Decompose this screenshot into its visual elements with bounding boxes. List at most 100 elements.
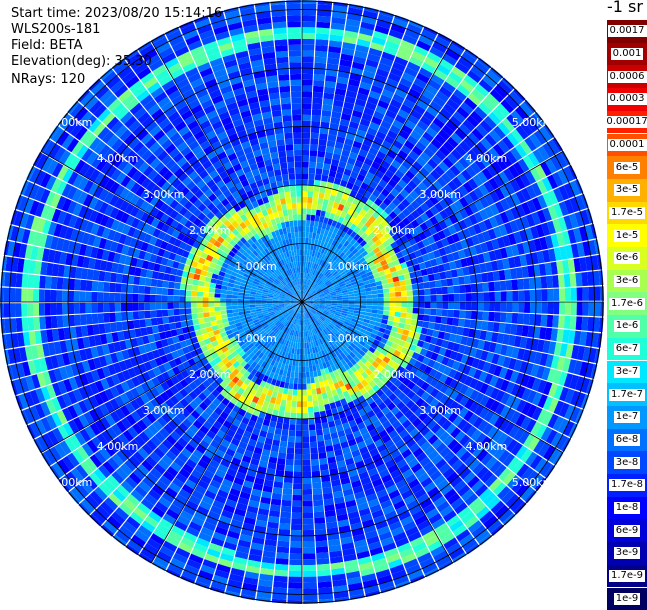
ppi-cell: [495, 292, 501, 302]
ppi-cell: [45, 276, 52, 289]
ppi-cell: [303, 524, 314, 530]
ppi-cell: [365, 0, 381, 8]
ppi-cell: [249, 297, 255, 300]
ppi-cell: [238, 302, 244, 305]
ppi-cell: [318, 198, 324, 205]
ppi-cell: [290, 418, 296, 424]
ppi-cell: [389, 287, 395, 292]
ppi-cell: [360, 292, 366, 296]
ppi-cell: [175, 276, 182, 283]
ppi-cell: [289, 565, 302, 571]
ppi-cell: [302, 27, 315, 33]
ppi-cell: [382, 591, 398, 601]
ppi-cell: [407, 302, 413, 307]
ppi-cell: [489, 302, 495, 311]
ppi-cell: [110, 273, 117, 283]
ppi-cell: [210, 283, 217, 288]
ppi-cell: [139, 319, 146, 327]
ppi-cell: [308, 401, 313, 407]
ppi-cell: [307, 384, 312, 390]
ppi-cell: [315, 51, 327, 58]
ppi-cell: [27, 303, 33, 316]
ppi-cell: [465, 311, 471, 319]
ppi-cell: [472, 302, 478, 311]
ppi-cell: [317, 204, 323, 211]
ppi-cell: [453, 286, 459, 294]
ppi-cell: [383, 288, 389, 293]
ppi-cell: [179, 303, 185, 309]
ppi-cell: [74, 303, 80, 314]
ppi-cell: [384, 302, 390, 306]
ppi-cell: [238, 305, 244, 308]
ppi-cell: [133, 285, 139, 293]
ppi-cell: [110, 322, 117, 332]
ppi-cell: [97, 303, 103, 313]
ppi-cell: [447, 286, 454, 294]
ppi-cell: [215, 284, 222, 289]
ppi-cell: [313, 192, 319, 198]
ppi-cell: [306, 214, 311, 220]
ppi-cell: [316, 27, 330, 34]
ppi-cell: [401, 307, 407, 312]
ppi-cell: [316, 210, 321, 217]
ppi-cell: [302, 173, 308, 179]
ppi-cell: [487, 272, 494, 282]
ppi-cell: [45, 316, 52, 329]
ppi-cell: [310, 436, 317, 442]
ppi-cell: [318, 145, 326, 152]
ppi-cell: [292, 507, 302, 513]
ppi-cell: [221, 290, 227, 295]
ppi-cell: [286, 400, 292, 406]
ppi-cell: [302, 109, 311, 115]
ppi-cell: [39, 289, 45, 302]
ppi-cell: [273, 581, 287, 588]
ppi-cell: [424, 289, 430, 296]
ppi-cell: [564, 274, 571, 287]
ppi-cell: [302, 360, 305, 366]
ppi-cell: [316, 429, 323, 436]
ppi-cell: [536, 302, 542, 314]
ppi-cell: [319, 133, 328, 140]
ppi-cell: [210, 278, 217, 284]
ppi-cell: [488, 312, 495, 322]
ppi-cell: [294, 454, 302, 460]
ppi-cell: [185, 308, 191, 314]
ppi-cell: [501, 302, 507, 312]
ppi-cell: [317, 441, 325, 448]
ppi-cell: [308, 413, 314, 419]
ppi-cell: [400, 312, 406, 318]
ppi-cell: [199, 323, 206, 329]
ppi-cell: [220, 298, 226, 302]
ppi-cell: [315, 523, 326, 530]
ppi-cell: [459, 310, 465, 318]
ppi-cell: [45, 290, 51, 302]
ppi-cell: [448, 294, 454, 301]
ppi-cell: [396, 302, 402, 307]
ppi-cell: [314, 74, 325, 81]
ppi-cell: [132, 294, 138, 302]
ppi-cell: [552, 275, 559, 288]
ppi-cell: [310, 138, 318, 144]
ppi-cell: [366, 291, 372, 295]
ppi-cell: [193, 324, 200, 331]
ppi-cell: [185, 303, 191, 309]
ppi-cell: [418, 289, 424, 295]
ppi-cell: [302, 390, 307, 396]
ppi-cell: [436, 309, 442, 316]
ppi-cell: [366, 309, 372, 313]
ppi-cell: [317, 435, 324, 442]
ppi-cell: [425, 302, 431, 308]
ppi-cell: [477, 302, 483, 311]
ppi-cell: [282, 494, 292, 501]
ppi-cell: [413, 308, 419, 314]
ppi-cell: [309, 366, 313, 372]
ppi-cell: [221, 310, 227, 315]
ppi-cell: [395, 292, 401, 297]
ppi-cell: [158, 272, 165, 280]
ppi-cell: [312, 197, 318, 203]
ppi-cell: [389, 292, 395, 297]
ppi-cell: [577, 287, 583, 301]
ppi-cell: [298, 390, 303, 396]
ppi-cell: [144, 286, 150, 294]
ppi-cell: [296, 354, 299, 360]
